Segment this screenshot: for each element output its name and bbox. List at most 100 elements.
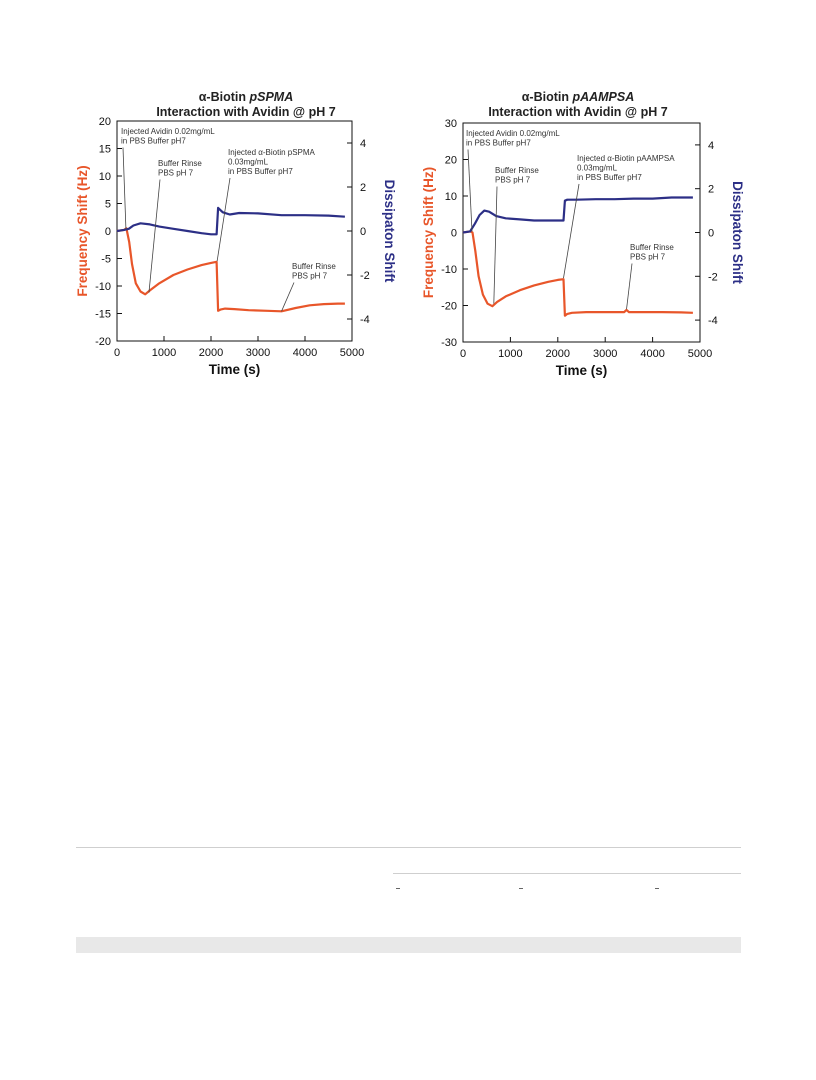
y-tick-label: 15	[99, 144, 111, 156]
annotation-line: PBS pH 7	[158, 169, 194, 178]
y-tick-label: 10	[445, 191, 457, 203]
annotation-leader	[626, 263, 633, 310]
annotation-text: Buffer Rinse PBS pH 7	[630, 243, 674, 262]
annotation-leader	[216, 177, 231, 262]
chart-title-part: α-Biotin	[199, 90, 250, 104]
y-axis-label: Frequency Shift (Hz)	[75, 165, 90, 296]
annotation-leader	[148, 179, 161, 293]
y-tick-label: -5	[101, 254, 111, 266]
y-tick-label: -10	[95, 281, 111, 293]
annotation-leader	[493, 186, 498, 304]
x-tick-label: 4000	[293, 347, 317, 359]
table-top-rule	[76, 847, 741, 848]
y-tick-label: 30	[445, 118, 457, 130]
annotation-text: Buffer Rinse PBS pH 7	[495, 166, 539, 185]
series-line-frequency	[462, 230, 693, 317]
annotation-leader	[467, 149, 473, 232]
annotation-leader	[122, 147, 127, 230]
series-line-dissipation	[116, 206, 345, 236]
x-tick-label: 5000	[688, 348, 712, 360]
annotation-text: Injected α-Biotin pAAMPSA 0.03mg/mL in PBS…	[577, 154, 675, 182]
table-mark	[519, 888, 523, 889]
chart-title: Interaction with Avidin @ pH 7	[488, 105, 667, 119]
annotation-line: in PBS Buffer pH7	[121, 137, 186, 146]
y2-tick-label: -2	[708, 271, 718, 283]
annotation-text: Buffer Rinse PBS pH 7	[292, 262, 336, 281]
y-tick-label: -30	[441, 337, 457, 349]
y-tick-label: 5	[105, 199, 111, 211]
y-tick-label: 20	[99, 116, 111, 128]
annotation-text: Buffer Rinse PBS pH 7	[158, 159, 202, 178]
x-tick-label: 1000	[498, 348, 522, 360]
annotation-leader	[563, 183, 580, 279]
annotation-line: in PBS Buffer pH7	[228, 167, 293, 176]
x-tick-label: 5000	[340, 347, 364, 359]
chart-title: α-Biotin pSPMA	[199, 90, 293, 104]
y-tick-label: 10	[99, 171, 111, 183]
table-sub-rule	[393, 873, 741, 874]
y2-tick-label: 2	[708, 184, 714, 196]
annotation-line: Buffer Rinse	[495, 166, 539, 175]
y2-tick-label: -4	[360, 314, 370, 326]
y2-tick-label: 2	[360, 182, 366, 194]
x-tick-label: 2000	[546, 348, 570, 360]
y2-axis-label: Dissipaton Shift	[382, 180, 397, 283]
y2-tick-label: 4	[708, 140, 714, 152]
annotation-line: PBS pH 7	[495, 176, 531, 185]
series-line-dissipation	[462, 196, 693, 234]
x-axis-label: Time (s)	[209, 362, 261, 377]
y-tick-label: -10	[441, 264, 457, 276]
annotation-text: Injected Avidin 0.02mg/mL in PBS Buffer p…	[121, 127, 215, 146]
annotation-leader	[281, 282, 295, 312]
chart-title-italic-part: pAAMPSA	[571, 90, 634, 104]
y2-tick-label: 4	[360, 138, 366, 150]
chart-title-italic-part: pSPMA	[248, 90, 293, 104]
annotation-line: in PBS Buffer pH7	[466, 139, 531, 148]
annotation-line: Injected α-Biotin pAAMPSA	[577, 154, 675, 163]
annotation-line: Injected Avidin 0.02mg/mL	[466, 129, 560, 138]
annotation-line: Buffer Rinse	[630, 243, 674, 252]
y-tick-label: 20	[445, 155, 457, 167]
annotation-text: Injected Avidin 0.02mg/mL in PBS Buffer p…	[466, 129, 560, 148]
series-line-frequency	[116, 227, 345, 313]
y-tick-label: -20	[95, 336, 111, 348]
annotation-text: Injected α-Biotin pSPMA 0.03mg/mL in PBS B…	[228, 148, 316, 176]
table-shaded-row	[76, 937, 741, 953]
annotation-line: PBS pH 7	[630, 253, 666, 262]
y2-tick-label: 0	[360, 226, 366, 238]
y-tick-label: -15	[95, 309, 111, 321]
annotation-line: Buffer Rinse	[158, 159, 202, 168]
y-tick-label: 0	[105, 226, 111, 238]
annotation-line: 0.03mg/mL	[228, 158, 269, 167]
annotation-line: in PBS Buffer pH7	[577, 173, 642, 182]
x-tick-label: 1000	[152, 347, 176, 359]
annotation-line: Injected α-Biotin pSPMA	[228, 148, 316, 157]
annotation-line: Buffer Rinse	[292, 262, 336, 271]
annotation-line: PBS pH 7	[292, 272, 328, 281]
x-tick-label: 2000	[199, 347, 223, 359]
table-mark	[655, 888, 659, 889]
y-axis-label: Frequency Shift (Hz)	[421, 167, 436, 298]
chart-title: Interaction with Avidin @ pH 7	[156, 105, 335, 119]
chart-title-part: Interaction with Avidin @ pH 7	[488, 105, 667, 119]
table-mark	[396, 888, 400, 889]
x-axis-label: Time (s)	[556, 363, 608, 378]
y2-tick-label: 0	[708, 228, 714, 240]
x-tick-label: 3000	[246, 347, 270, 359]
x-tick-label: 0	[460, 348, 466, 360]
x-tick-label: 0	[114, 347, 120, 359]
chart-title: α-Biotin pAAMPSA	[522, 90, 635, 104]
x-tick-label: 3000	[593, 348, 617, 360]
chart-title-part: α-Biotin	[522, 90, 573, 104]
y2-tick-label: -2	[360, 270, 370, 282]
y-tick-label: 0	[451, 228, 457, 240]
annotation-line: 0.03mg/mL	[577, 164, 618, 173]
annotation-line: Injected Avidin 0.02mg/mL	[121, 127, 215, 136]
y2-axis-label: Dissipaton Shift	[730, 181, 745, 284]
y2-tick-label: -4	[708, 315, 718, 327]
chart-title-part: Interaction with Avidin @ pH 7	[156, 105, 335, 119]
x-tick-label: 4000	[640, 348, 664, 360]
